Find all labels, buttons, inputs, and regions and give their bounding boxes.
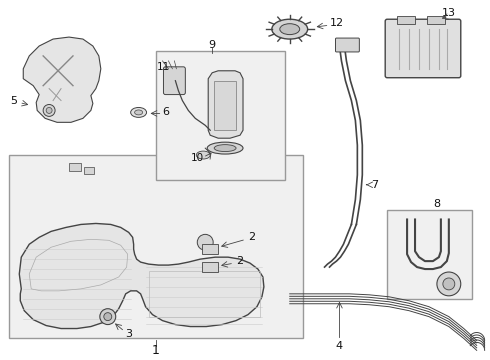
- Text: 6: 6: [163, 107, 170, 117]
- Text: 5: 5: [10, 95, 17, 105]
- FancyBboxPatch shape: [336, 38, 359, 52]
- Text: 9: 9: [209, 40, 216, 50]
- Circle shape: [197, 234, 213, 250]
- Bar: [9, 155, 303, 338]
- Text: 2: 2: [237, 256, 244, 266]
- Circle shape: [43, 104, 55, 116]
- Ellipse shape: [214, 145, 236, 152]
- Ellipse shape: [135, 110, 143, 115]
- Text: 7: 7: [371, 180, 378, 190]
- Bar: [214, 81, 236, 130]
- Bar: [397, 16, 415, 24]
- Circle shape: [443, 278, 455, 290]
- Ellipse shape: [280, 24, 300, 35]
- Ellipse shape: [207, 142, 243, 154]
- Text: 2: 2: [248, 232, 255, 242]
- Bar: [427, 16, 445, 24]
- Circle shape: [437, 272, 461, 296]
- Text: 10: 10: [191, 153, 204, 163]
- Ellipse shape: [272, 19, 308, 39]
- Text: 8: 8: [433, 199, 441, 209]
- Bar: [155, 51, 285, 180]
- Polygon shape: [23, 37, 101, 122]
- Bar: [69, 163, 81, 171]
- Circle shape: [46, 108, 52, 113]
- Text: 11: 11: [157, 62, 170, 72]
- Text: 13: 13: [442, 8, 456, 18]
- Text: 3: 3: [125, 329, 132, 339]
- Ellipse shape: [131, 108, 147, 117]
- Bar: [387, 210, 472, 299]
- Text: 4: 4: [336, 341, 343, 351]
- Circle shape: [104, 313, 112, 321]
- FancyBboxPatch shape: [385, 19, 461, 78]
- Ellipse shape: [196, 151, 210, 159]
- Bar: [202, 244, 218, 254]
- Bar: [202, 262, 218, 272]
- Text: 12: 12: [329, 18, 343, 28]
- Text: 1: 1: [151, 344, 159, 357]
- FancyBboxPatch shape: [164, 67, 185, 95]
- Polygon shape: [19, 224, 264, 329]
- Bar: [84, 167, 94, 174]
- Circle shape: [100, 309, 116, 325]
- Polygon shape: [208, 71, 243, 138]
